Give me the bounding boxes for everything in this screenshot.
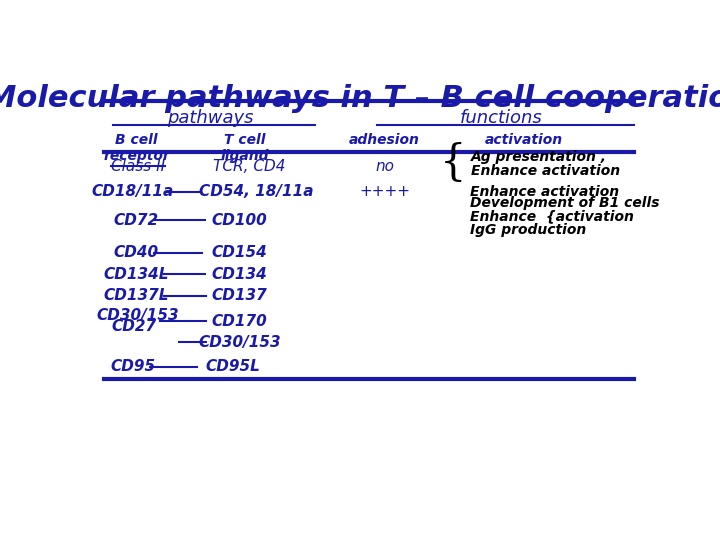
Text: CD27: CD27 [112, 319, 157, 334]
Text: CD100: CD100 [212, 213, 267, 228]
Text: CD54, 18/11a: CD54, 18/11a [199, 184, 314, 199]
Text: CD95: CD95 [110, 359, 156, 374]
Text: pathways: pathways [167, 110, 253, 127]
Text: TCR, CD4: TCR, CD4 [212, 159, 285, 174]
Text: functions: functions [459, 110, 542, 127]
Text: Enhance activation: Enhance activation [472, 164, 621, 178]
Text: CD40: CD40 [114, 245, 159, 260]
Text: activation: activation [485, 132, 563, 146]
Text: Class II: Class II [111, 159, 165, 174]
Text: Enhance  {activation: Enhance {activation [469, 210, 634, 224]
Text: CD18/11a: CD18/11a [91, 184, 174, 199]
Text: T cell
ligand: T cell ligand [221, 132, 269, 163]
Text: CD137L: CD137L [104, 288, 169, 303]
Text: Molecular pathways in T – B cell cooperation: Molecular pathways in T – B cell coopera… [0, 84, 720, 113]
Text: CD95L: CD95L [206, 359, 261, 374]
Text: CD154: CD154 [212, 245, 267, 260]
Text: CD134: CD134 [212, 267, 267, 282]
Text: CD30/153: CD30/153 [96, 308, 179, 322]
Text: CD137: CD137 [212, 288, 267, 303]
Text: CD30/153: CD30/153 [198, 334, 281, 349]
Text: adhesion: adhesion [349, 132, 420, 146]
Text: Ag presentation ,: Ag presentation , [472, 150, 607, 164]
Text: no: no [375, 159, 394, 174]
Text: CD170: CD170 [212, 314, 267, 329]
Text: ++++: ++++ [359, 184, 410, 199]
Text: CD72: CD72 [114, 213, 159, 228]
Text: CD134L: CD134L [104, 267, 169, 282]
Text: {: { [439, 143, 466, 184]
Text: Development of B1 cells: Development of B1 cells [469, 197, 660, 211]
Text: IgG production: IgG production [469, 222, 586, 237]
Text: B cell
receptor: B cell receptor [103, 132, 170, 163]
Text: Enhance activation: Enhance activation [469, 185, 619, 199]
